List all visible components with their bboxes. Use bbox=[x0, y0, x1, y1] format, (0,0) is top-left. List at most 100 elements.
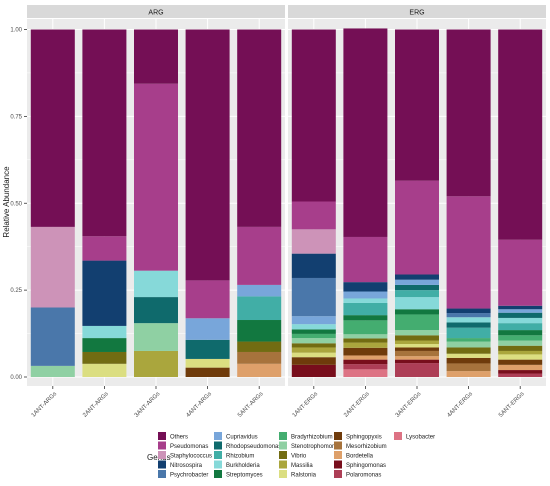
bar-segment-burkholderia bbox=[498, 317, 543, 324]
legend-item-others: Others bbox=[158, 432, 188, 441]
legend-label: Ralstonia bbox=[291, 473, 317, 479]
bar-segment-bordetella bbox=[395, 356, 439, 360]
bar-segment-sphingomonas bbox=[395, 359, 439, 364]
bar-segment-others bbox=[237, 29, 282, 227]
legend-label: Pseudomonas bbox=[170, 444, 208, 450]
legend-item-nitrosospira: Nitrosospira bbox=[158, 460, 203, 469]
legend-label: Others bbox=[170, 435, 188, 441]
bar-segment-streptomyces bbox=[395, 309, 439, 315]
bar-segment-stenotrophomonas bbox=[30, 365, 75, 377]
bar-segment-sphingopyxis bbox=[498, 359, 543, 365]
bar-segment-others bbox=[134, 29, 178, 84]
legend-item-sphingomonas: Sphingomonas bbox=[334, 460, 386, 469]
bar-4ANT-ERGs bbox=[446, 29, 491, 377]
bar-segment-pseudomonas bbox=[498, 239, 543, 306]
facet-strip bbox=[27, 5, 285, 18]
bar-segment-vibrio bbox=[291, 343, 336, 348]
bar-segment-streptomyces bbox=[237, 320, 282, 342]
bar-segment-pseudomonas bbox=[134, 83, 178, 271]
legend-label: Sphingopyxis bbox=[346, 435, 382, 441]
bar-segment-sphingopyxis bbox=[395, 347, 439, 351]
y-axis: 0.00 0.25 0.50 0.75 1.00 bbox=[10, 28, 27, 381]
facet-panel-arg: ARG 1ANT-ARGs 2ANT-ARGs 3ANT-ARGs 4ANT-ARGs 5… bbox=[27, 5, 285, 419]
legend-key bbox=[279, 441, 287, 450]
legend-item-sphingopyxis: Sphingopyxis bbox=[334, 432, 382, 441]
bar-segment-others bbox=[498, 29, 543, 240]
x-tick-label: 1ANT-ARGs bbox=[31, 391, 59, 419]
bar-segment-others bbox=[82, 29, 127, 237]
bar-3ANT-ARGs bbox=[134, 29, 178, 377]
bar-segment-sphingomonas bbox=[291, 364, 336, 377]
bar-segment-sphingopyxis bbox=[291, 357, 336, 365]
legend-label: Cupriavidus bbox=[226, 435, 258, 441]
x-tick-label: 3ANT-ERGs bbox=[395, 391, 423, 419]
legend-label: Stenotrophomonas bbox=[291, 444, 342, 450]
bar-segment-others bbox=[291, 29, 336, 202]
legend-label: Massilia bbox=[291, 463, 313, 469]
legend-key bbox=[334, 441, 342, 450]
legend-key bbox=[279, 460, 287, 469]
x-tick-label: 2ANT-ERGs bbox=[343, 391, 371, 419]
y-tick-label: 0.50 bbox=[10, 201, 22, 207]
bar-segment-rhizobium bbox=[237, 296, 282, 321]
legend-item-massilia: Massilia bbox=[279, 460, 313, 469]
bar-segment-massilia bbox=[134, 350, 178, 377]
bar-segment-rhodopseudomonas bbox=[134, 297, 178, 324]
legend-key bbox=[158, 441, 166, 450]
legend: Genus OthersPseudomonasStaphylococcusNit… bbox=[147, 432, 435, 479]
y-tick-label: 1.00 bbox=[10, 28, 22, 34]
legend-key bbox=[334, 470, 342, 478]
bar-segment-others bbox=[446, 29, 491, 197]
x-tick-label: 5ANT-ERGs bbox=[498, 391, 526, 419]
bar-segment-others bbox=[30, 29, 75, 227]
legend-item-burkholderia: Burkholderia bbox=[214, 460, 260, 469]
bar-5ANT-ERGs bbox=[498, 29, 543, 377]
bar-segment-ralstonia bbox=[82, 363, 127, 377]
bar-segment-psychrobacter bbox=[446, 313, 491, 318]
bar-segment-bordetella bbox=[343, 355, 388, 360]
legend-key bbox=[158, 451, 166, 459]
bar-segment-bradyrhizobium bbox=[446, 338, 491, 342]
bar-segment-sphingopyxis bbox=[185, 367, 230, 377]
legend-key bbox=[394, 432, 402, 440]
legend-label: Mesorhizobium bbox=[346, 444, 387, 450]
legend-item-vibrio: Vibrio bbox=[279, 451, 307, 460]
legend-key bbox=[279, 451, 287, 459]
bar-segment-rhizobium bbox=[343, 302, 388, 316]
bar-segment-cupriavidus bbox=[237, 284, 282, 297]
bar-segment-sphingomonas bbox=[343, 359, 388, 365]
bar-segment-pseudomonas bbox=[82, 236, 127, 261]
legend-key bbox=[214, 441, 222, 450]
bar-segment-mesorhizobium bbox=[395, 350, 439, 357]
legend-item-bordetella: Bordetella bbox=[334, 451, 374, 460]
bar-segment-rhodopseudomonas bbox=[185, 339, 230, 359]
bar-segment-lysobacter bbox=[343, 369, 388, 377]
bar-segment-staphylococcus bbox=[291, 229, 336, 254]
bar-segment-ralstonia bbox=[185, 358, 230, 368]
bar-segment-bradyrhizobium bbox=[395, 314, 439, 331]
bar-segment-pseudomonas bbox=[237, 226, 282, 285]
bar-segment-vibrio bbox=[446, 347, 491, 354]
legend-label: Bordetella bbox=[346, 454, 374, 460]
bar-segment-pseudomonas bbox=[291, 201, 336, 230]
legend-key bbox=[214, 451, 222, 459]
legend-key bbox=[279, 470, 287, 478]
legend-key bbox=[214, 460, 222, 469]
bar-segment-stenotrophomonas bbox=[395, 330, 439, 336]
legend-item-lysobacter: Lysobacter bbox=[394, 432, 435, 441]
legend-label: Bradyrhizobium bbox=[291, 435, 333, 441]
bar-segment-ralstonia bbox=[395, 343, 439, 348]
legend-item-rhodopseudomonas: Rhodopseudomonas bbox=[214, 441, 281, 450]
legend-label: Rhodopseudomonas bbox=[226, 444, 281, 450]
legend-key bbox=[279, 432, 287, 440]
legend-label: Lysobacter bbox=[406, 435, 435, 441]
legend-item-stenotrophomonas: Stenotrophomonas bbox=[279, 441, 342, 450]
bar-2ANT-ERGs bbox=[343, 28, 388, 377]
bar-segment-psychrobacter bbox=[30, 307, 75, 366]
legend-label: Streptomyces bbox=[226, 473, 263, 479]
bar-segment-others bbox=[395, 29, 439, 181]
bar-segment-rhodopseudomonas bbox=[446, 322, 491, 328]
y-axis-title: Relative Abundance bbox=[2, 166, 11, 238]
bar-2ANT-ARGs bbox=[82, 29, 127, 377]
